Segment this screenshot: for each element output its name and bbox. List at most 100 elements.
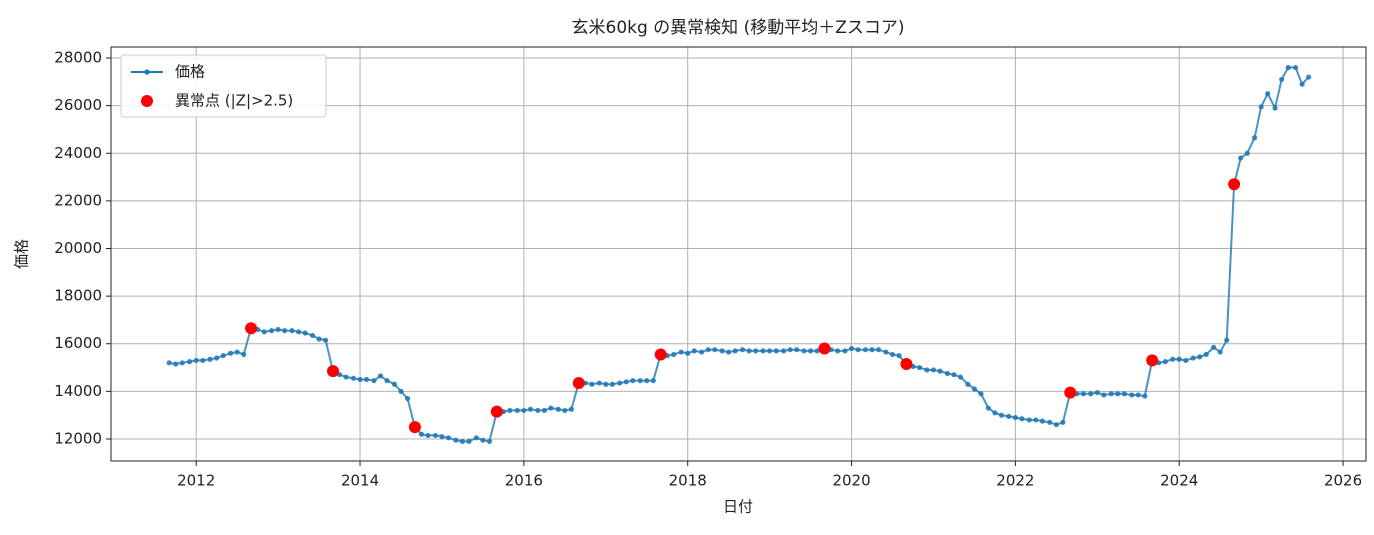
x-tick-label: 2018 bbox=[669, 472, 707, 490]
price-point bbox=[1142, 393, 1148, 399]
price-point bbox=[1026, 417, 1032, 423]
price-point bbox=[1251, 135, 1258, 141]
price-point bbox=[1053, 422, 1059, 428]
price-point bbox=[453, 437, 459, 443]
price-point bbox=[568, 406, 574, 412]
price-point bbox=[835, 348, 841, 354]
y-tick-label: 20000 bbox=[54, 239, 102, 257]
price-point bbox=[391, 381, 398, 387]
legend-marker bbox=[144, 69, 150, 75]
price-point bbox=[268, 328, 275, 334]
price-point bbox=[1238, 155, 1244, 161]
price-point bbox=[732, 348, 738, 354]
price-point bbox=[535, 407, 541, 414]
price-point bbox=[562, 407, 568, 414]
price-point bbox=[951, 372, 957, 378]
price-point bbox=[425, 432, 431, 439]
price-point bbox=[630, 378, 636, 384]
price-point bbox=[1006, 413, 1012, 419]
price-point bbox=[978, 391, 984, 397]
price-point bbox=[609, 381, 615, 387]
price-point bbox=[234, 349, 240, 355]
price-point bbox=[924, 367, 930, 373]
x-tick-label: 2014 bbox=[341, 472, 379, 490]
price-point bbox=[848, 345, 855, 352]
price-point bbox=[623, 379, 629, 385]
price-point bbox=[541, 407, 547, 414]
anomaly-point bbox=[900, 357, 913, 370]
anomaly-point bbox=[245, 322, 258, 335]
price-point bbox=[992, 410, 998, 416]
price-point bbox=[998, 412, 1005, 418]
price-point bbox=[220, 353, 226, 359]
price-point bbox=[801, 348, 807, 354]
price-point bbox=[1197, 354, 1203, 360]
price-point bbox=[527, 406, 534, 412]
price-point bbox=[343, 374, 349, 380]
plot-frame bbox=[110, 46, 1367, 462]
price-point bbox=[350, 375, 357, 381]
price-point bbox=[1203, 351, 1209, 358]
anomaly-point bbox=[490, 405, 503, 418]
price-point bbox=[200, 357, 206, 364]
price-point bbox=[637, 378, 643, 384]
price-point bbox=[228, 350, 234, 356]
anomaly-point bbox=[1064, 386, 1077, 399]
price-point bbox=[678, 349, 684, 355]
price-point bbox=[712, 347, 718, 353]
anomaly-point bbox=[654, 348, 667, 361]
price-point bbox=[869, 347, 875, 353]
price-point bbox=[1265, 91, 1271, 97]
price-point bbox=[944, 370, 950, 377]
price-point bbox=[719, 348, 725, 354]
price-point bbox=[814, 348, 820, 354]
chart-title: 玄米60kg の異常検知 (移動平均＋Zスコア) bbox=[572, 18, 905, 38]
price-point bbox=[617, 380, 623, 386]
price-point bbox=[371, 378, 377, 384]
price-point bbox=[445, 435, 452, 441]
price-point bbox=[705, 347, 711, 353]
price-point bbox=[760, 348, 766, 354]
price-point bbox=[1047, 419, 1053, 425]
price-point bbox=[1108, 391, 1114, 397]
price-point bbox=[473, 435, 479, 441]
price-point bbox=[794, 347, 800, 353]
price-point bbox=[807, 348, 814, 354]
price-point bbox=[957, 374, 964, 380]
price-point bbox=[480, 437, 486, 443]
price-point bbox=[1094, 389, 1100, 396]
y-axis-label: 価格 bbox=[13, 239, 31, 269]
price-point bbox=[596, 380, 602, 386]
price-point bbox=[295, 329, 302, 335]
price-point bbox=[883, 349, 889, 355]
legend-box bbox=[120, 54, 327, 118]
price-point bbox=[671, 351, 677, 358]
anomaly-point bbox=[1146, 354, 1159, 367]
price-point bbox=[439, 434, 445, 440]
price-point bbox=[842, 348, 848, 354]
price-point bbox=[875, 347, 882, 353]
legend-label: 異常点 (|Z|>2.5) bbox=[175, 92, 293, 110]
price-point bbox=[1224, 337, 1230, 343]
anomaly-point bbox=[572, 377, 585, 390]
price-point bbox=[603, 381, 609, 387]
price-point bbox=[685, 350, 691, 356]
price-point bbox=[507, 407, 513, 414]
anomaly-point bbox=[818, 342, 831, 355]
y-tick-label: 14000 bbox=[54, 382, 102, 400]
price-point bbox=[193, 357, 199, 364]
price-point bbox=[432, 432, 438, 439]
price-point bbox=[207, 356, 213, 362]
y-tick-label: 26000 bbox=[54, 96, 102, 114]
price-point bbox=[363, 376, 370, 383]
price-point bbox=[916, 364, 923, 371]
price-point bbox=[1101, 392, 1107, 398]
price-point bbox=[971, 386, 978, 392]
price-point bbox=[650, 378, 656, 384]
price-point bbox=[323, 337, 329, 343]
price-point bbox=[316, 336, 322, 342]
price-point bbox=[985, 405, 991, 411]
price-point bbox=[1115, 391, 1121, 397]
price-point bbox=[1292, 64, 1299, 71]
